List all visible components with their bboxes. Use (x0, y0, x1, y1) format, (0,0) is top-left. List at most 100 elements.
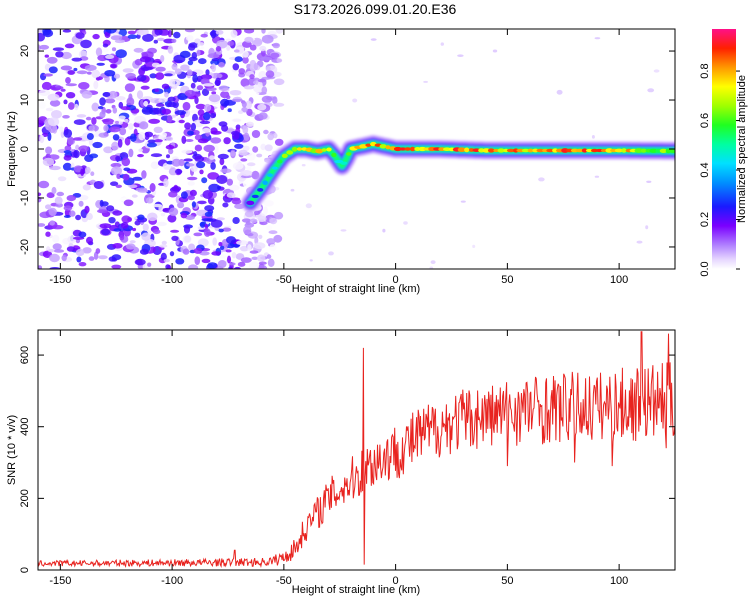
noise-blob (170, 229, 180, 233)
noise-blob (370, 38, 377, 41)
noise-blob (96, 62, 105, 66)
noise-blob (38, 265, 43, 269)
noise-blob (273, 78, 285, 86)
noise-blob (127, 30, 136, 35)
noise-blob (202, 83, 215, 87)
noise-blob (73, 150, 80, 159)
noise-blob (128, 184, 138, 189)
noise-blob (155, 72, 165, 80)
ridge-cell (404, 147, 412, 151)
noise-blob (63, 150, 72, 154)
noise-blob (51, 110, 62, 119)
noise-blob (188, 56, 198, 62)
noise-blob (123, 167, 131, 172)
noise-blob (115, 120, 119, 125)
noise-blob (59, 126, 64, 133)
noise-blob (251, 130, 261, 138)
noise-blob (111, 258, 118, 262)
noise-blob (213, 145, 219, 154)
noise-blob (132, 216, 138, 220)
noise-blob (99, 111, 106, 119)
noise-blob (211, 63, 217, 72)
noise-blob (472, 244, 476, 248)
noise-blob (229, 184, 240, 191)
x-tick-label: 100 (610, 575, 628, 587)
ridge-cell (457, 147, 466, 152)
noise-blob (68, 102, 75, 110)
noise-blob (60, 65, 73, 71)
noise-blob (156, 221, 167, 227)
noise-blob (225, 249, 232, 253)
noise-blob (253, 39, 263, 45)
noise-blob (261, 95, 273, 103)
noise-blob (97, 209, 108, 214)
noise-blob (129, 240, 136, 244)
noise-blob (201, 177, 208, 184)
noise-blob (194, 96, 199, 105)
noise-blob (86, 236, 93, 244)
noise-blob (204, 205, 215, 212)
noise-blob (232, 118, 242, 122)
noise-blob (102, 48, 109, 53)
noise-blob (110, 64, 117, 69)
noise-blob (167, 45, 174, 54)
noise-blob (259, 45, 267, 52)
noise-blob (64, 43, 75, 49)
noise-blob (95, 248, 101, 254)
noise-blob (189, 189, 197, 197)
noise-blob (187, 181, 195, 186)
noise-blob (200, 33, 208, 38)
noise-blob (328, 251, 334, 256)
colorbar-label: Normalized spectral amplitude (736, 75, 748, 223)
colorbar-tick-label: 0.8 (699, 63, 711, 78)
noise-blob (60, 51, 72, 60)
noise-blob (217, 153, 229, 160)
noise-blob (38, 192, 42, 197)
noise-blob (110, 35, 123, 41)
ridge-cell (546, 148, 555, 153)
noise-blob (201, 258, 211, 264)
noise-blob (102, 43, 109, 48)
noise-blob (168, 191, 178, 198)
noise-blob (200, 74, 213, 80)
noise-blob (110, 181, 119, 186)
noise-blob (52, 234, 60, 243)
noise-blob (253, 210, 261, 216)
spectrogram-x-axis: -150 -100 -50 0 50 100 (49, 29, 628, 286)
ridge-cell (365, 143, 372, 147)
ridge-cell (326, 147, 332, 152)
noise-blob (159, 244, 168, 248)
noise-blob (54, 196, 63, 205)
noise-blob (98, 132, 109, 138)
noise-blob (127, 34, 138, 39)
noise-blob (148, 118, 161, 124)
noise-blob (155, 66, 166, 72)
noise-blob (65, 83, 78, 87)
y-tick-label: 400 (19, 418, 31, 436)
noise-blob (95, 77, 101, 81)
ridge-cell (659, 148, 668, 153)
noise-blob (45, 146, 53, 155)
noise-blob (227, 41, 235, 46)
noise-blob (132, 176, 143, 181)
colorbar-tick-label: 0.2 (699, 212, 711, 227)
ridge-cell (321, 148, 327, 152)
noise-blob (150, 153, 163, 158)
noise-blob (139, 248, 149, 255)
noise-blob (133, 47, 144, 53)
noise-blob (62, 29, 72, 33)
noise-blob (157, 37, 165, 42)
noise-blob (122, 173, 130, 181)
noise-blob (149, 183, 156, 192)
noise-blob (69, 210, 76, 217)
noise-blob (646, 180, 652, 183)
snr-x-axis: -150 -100 -50 0 50 100 (49, 330, 628, 587)
noise-blob (89, 153, 99, 159)
noise-blob (119, 127, 127, 136)
x-tick-label: 100 (610, 274, 628, 286)
x-tick-label: -100 (161, 274, 183, 286)
noise-blob (102, 92, 111, 97)
noise-blob (240, 257, 252, 263)
noise-blob (66, 195, 77, 202)
